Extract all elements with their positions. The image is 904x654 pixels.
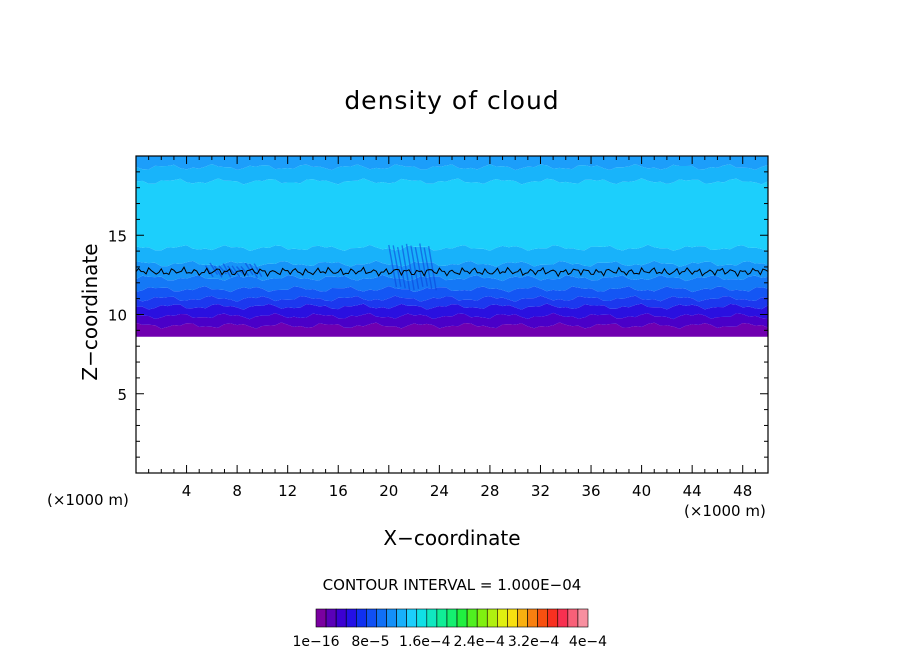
x-tick-label: 24	[430, 482, 449, 500]
colorbar-swatch	[497, 609, 507, 627]
x-tick-label: 12	[278, 482, 297, 500]
colorbar-swatch	[366, 609, 376, 627]
x-tick-label: 20	[379, 482, 398, 500]
colorbar-swatch	[376, 609, 386, 627]
x-axis-label: X−coordinate	[0, 526, 904, 550]
colorbar-swatch	[568, 609, 578, 627]
colorbar-swatch	[326, 609, 336, 627]
y-tick-label: 15	[108, 227, 127, 245]
colorbar: 1e−16 8e−5 1.6e−4 2.4e−4 3.2e−4 4e−4	[292, 609, 607, 650]
colorbar-swatch	[316, 609, 326, 627]
colorbar-swatch	[507, 609, 517, 627]
colorbar-swatch	[558, 609, 568, 627]
x-tick-label: 40	[632, 482, 651, 500]
colorbar-label: 1e−16	[292, 634, 339, 650]
x-tick-label: 8	[232, 482, 242, 500]
x-tick-label: 48	[733, 482, 752, 500]
colorbar-swatch	[447, 609, 457, 627]
colorbar-swatch	[538, 609, 548, 627]
colorbar-swatch	[417, 609, 427, 627]
colorbar-label: 4e−4	[569, 634, 607, 650]
colorbar-swatch	[578, 609, 588, 627]
colorbar-label: 2.4e−4	[453, 634, 505, 650]
contour-interval-label: CONTOUR INTERVAL = 1.000E−04	[0, 576, 904, 594]
colorbar-swatch	[437, 609, 447, 627]
colorbar-swatch	[467, 609, 477, 627]
y-tick-label: 5	[117, 386, 127, 404]
x-unit-label-right: (×1000 m)	[684, 502, 766, 520]
chart-title: density of cloud	[0, 86, 904, 115]
colorbar-swatch	[487, 609, 497, 627]
colorbar-label: 3.2e−4	[508, 634, 560, 650]
x-tick-label: 32	[531, 482, 550, 500]
colorbar-swatch	[407, 609, 417, 627]
x-tick-label: 4	[182, 482, 192, 500]
colorbar-swatch	[346, 609, 356, 627]
x-tick-label: 44	[683, 482, 702, 500]
x-tick-label: 36	[581, 482, 600, 500]
density-band	[136, 178, 768, 251]
colorbar-swatch	[528, 609, 538, 627]
colorbar-swatch	[457, 609, 467, 627]
colorbar-swatch	[356, 609, 366, 627]
colorbar-label: 8e−5	[351, 634, 389, 650]
x-tick-label: 16	[329, 482, 348, 500]
colorbar-swatch	[387, 609, 397, 627]
cloud-density-bands	[136, 156, 768, 337]
x-tick-label: 28	[480, 482, 499, 500]
colorbar-swatch	[397, 609, 407, 627]
colorbar-swatch	[336, 609, 346, 627]
x-unit-label-left: (×1000 m)	[47, 491, 129, 509]
colorbar-swatch	[427, 609, 437, 627]
colorbar-swatch	[477, 609, 487, 627]
colorbar-swatch	[548, 609, 558, 627]
y-tick-label: 10	[108, 307, 127, 325]
colorbar-swatch	[517, 609, 527, 627]
colorbar-label: 1.6e−4	[399, 634, 451, 650]
y-axis-label: Z−coordinate	[78, 182, 102, 442]
